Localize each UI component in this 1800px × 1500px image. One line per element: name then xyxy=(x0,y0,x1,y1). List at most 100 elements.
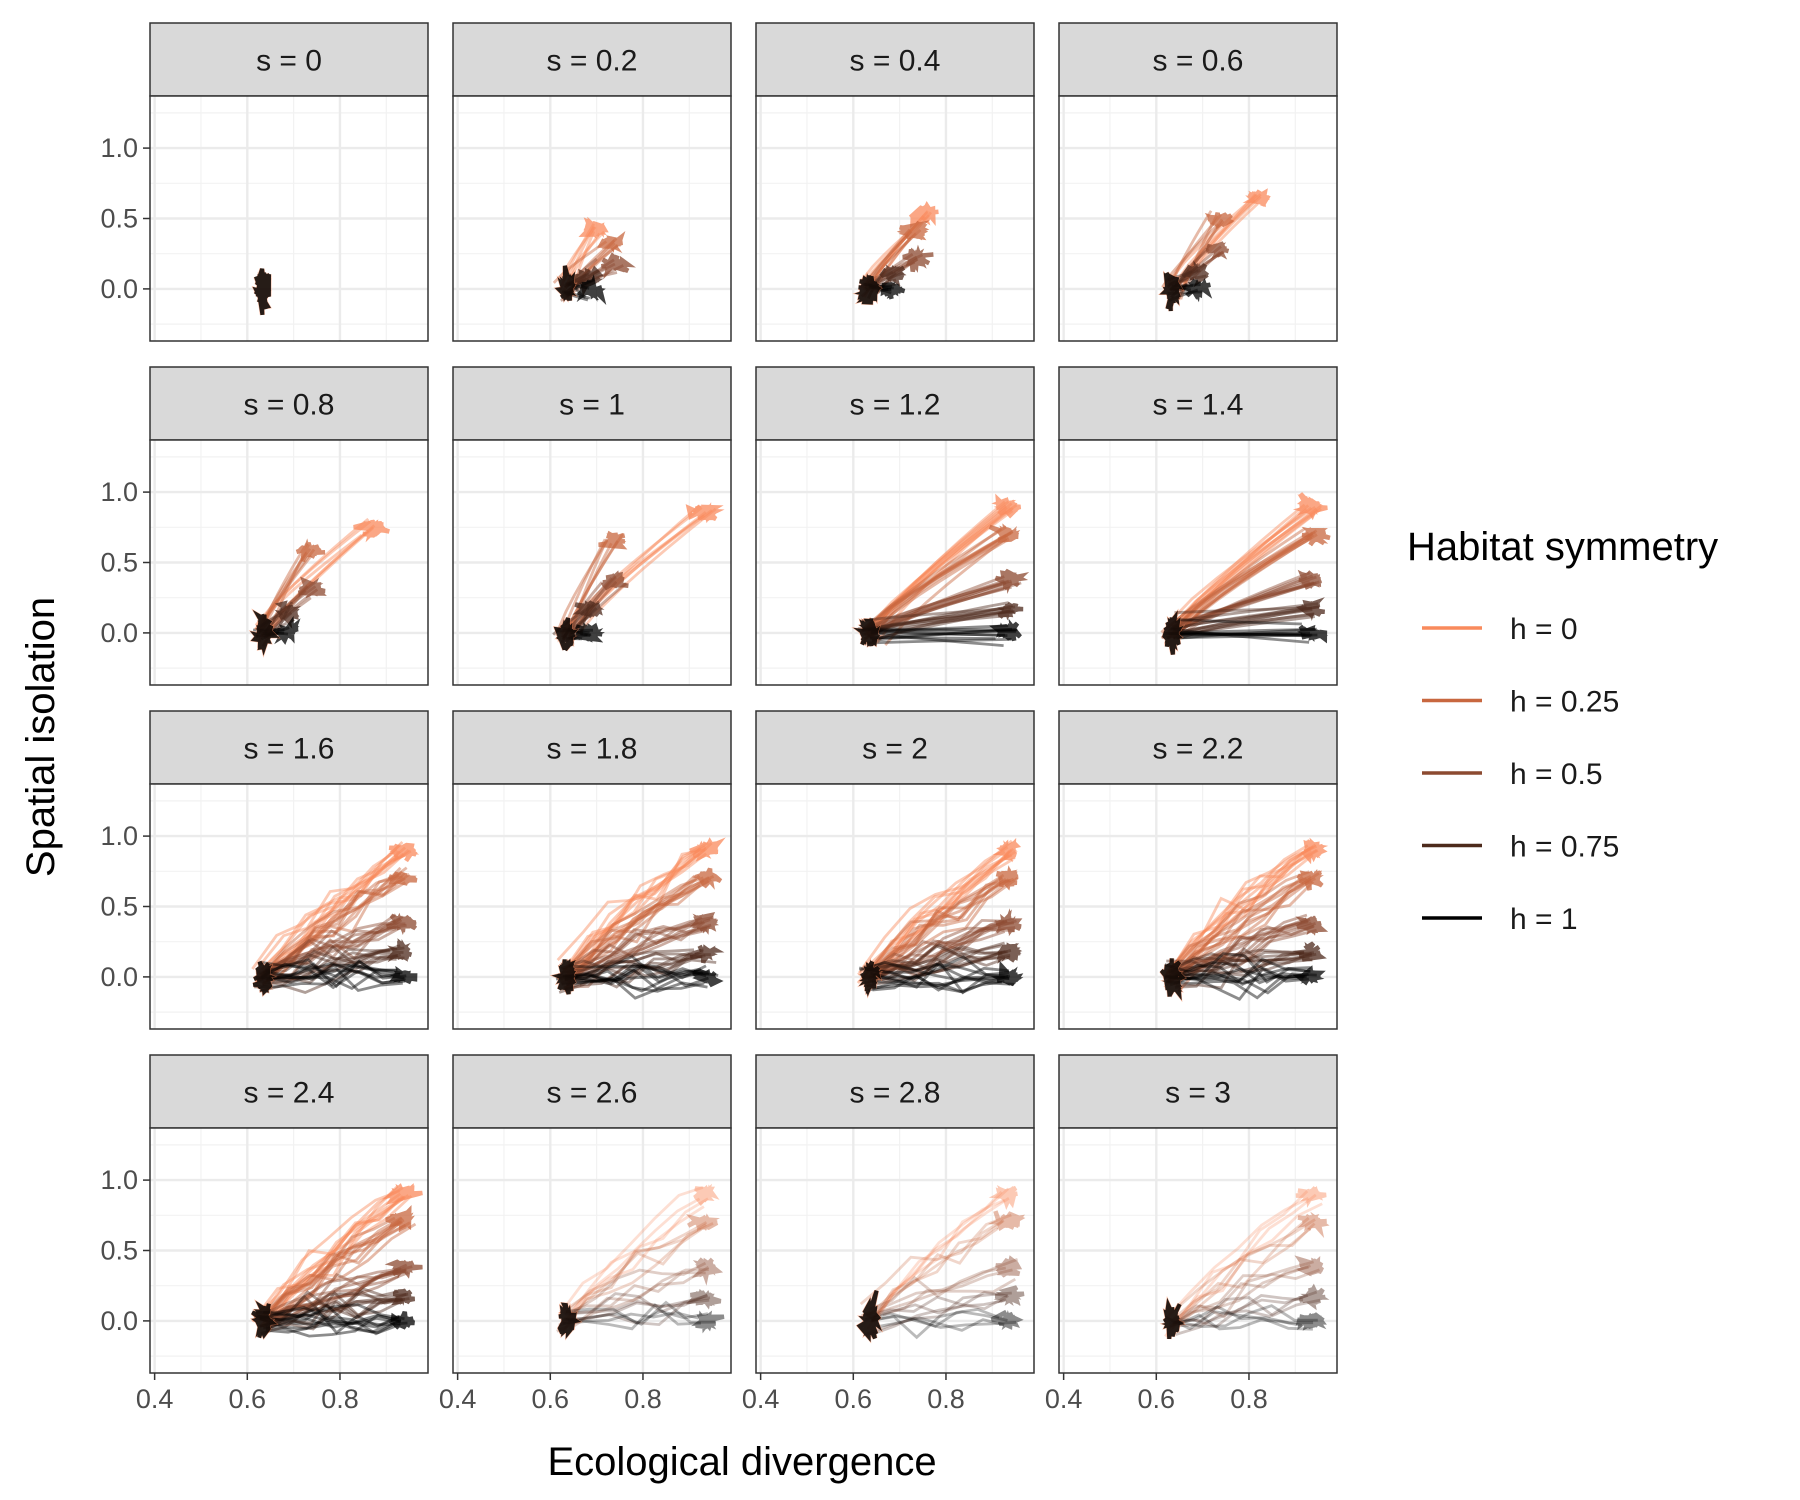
panel-data xyxy=(251,268,272,316)
panel-grid xyxy=(1059,784,1337,1029)
y-tick-label: 0.0 xyxy=(100,1306,138,1336)
trajectory-line xyxy=(558,1298,710,1327)
trajectory-line xyxy=(265,877,406,971)
y-tick-label: 1.0 xyxy=(100,477,138,507)
trajectory-line xyxy=(868,877,1007,971)
trajectory-line xyxy=(861,1268,1013,1317)
trajectory-line xyxy=(590,954,706,984)
end-cluster xyxy=(391,1288,416,1306)
trajectory-line xyxy=(261,958,403,987)
trajectory-line xyxy=(256,915,404,982)
end-cluster xyxy=(1295,1185,1327,1208)
end-cluster xyxy=(598,530,628,550)
panel-data xyxy=(851,493,1030,648)
strip-background xyxy=(149,366,429,441)
trajectory-line xyxy=(251,849,399,970)
trajectory-line xyxy=(867,506,1012,637)
end-cluster xyxy=(1296,869,1324,891)
end-cluster xyxy=(689,912,719,935)
strip-background xyxy=(755,22,1035,97)
end-cluster xyxy=(693,1183,720,1207)
trajectory-line xyxy=(555,954,709,981)
end-cluster xyxy=(996,942,1023,964)
end-cluster xyxy=(1204,212,1235,230)
end-cluster xyxy=(1300,837,1329,865)
panel-data xyxy=(251,841,420,998)
trajectory-line xyxy=(1167,922,1317,984)
trajectory-line xyxy=(263,947,390,977)
trajectory-line xyxy=(1170,509,1319,628)
trajectory-line xyxy=(1178,1304,1318,1329)
trajectory-line xyxy=(1176,605,1307,637)
trajectory-line xyxy=(567,876,704,985)
trajectory-line xyxy=(875,853,1010,977)
trajectory-line xyxy=(563,877,698,992)
end-cluster xyxy=(388,1310,415,1330)
trajectory-line xyxy=(563,852,701,983)
trajectory-line xyxy=(1174,602,1319,624)
trajectory-line xyxy=(882,1277,1016,1316)
trajectory-line xyxy=(261,962,401,981)
trajectory-line xyxy=(1176,609,1304,630)
trajectory-line xyxy=(563,845,707,990)
end-cluster xyxy=(1296,624,1329,644)
trajectory-line xyxy=(1172,506,1313,629)
trajectory-line xyxy=(268,1197,401,1313)
end-cluster xyxy=(1297,1211,1330,1239)
trajectory-line xyxy=(263,1220,404,1316)
trajectory-line xyxy=(268,959,405,989)
strip-background xyxy=(1058,710,1338,785)
trajectory-line xyxy=(261,875,403,986)
panel-border xyxy=(452,95,732,342)
trajectory-line xyxy=(1178,631,1311,638)
trajectory-line xyxy=(872,955,1010,980)
trajectory-line xyxy=(872,210,929,284)
panel-data xyxy=(856,837,1024,999)
strip-background xyxy=(755,1054,1035,1129)
facet-panel: s = 2.8 0.4 0.6 0.8 xyxy=(742,1054,1035,1414)
trajectory-line xyxy=(1174,845,1314,970)
trajectory-line xyxy=(1166,505,1316,626)
start-cluster xyxy=(249,609,280,656)
trajectory-line xyxy=(869,1187,1010,1332)
strip-label: s = 0.8 xyxy=(244,389,335,422)
trajectory-line xyxy=(867,943,1011,970)
start-cluster xyxy=(858,959,882,997)
x-tick-label: 0.6 xyxy=(532,1384,570,1414)
trajectory-line xyxy=(261,955,405,981)
trajectory-line xyxy=(259,1315,400,1336)
end-cluster xyxy=(988,1184,1018,1211)
trajectory-line xyxy=(1180,975,1306,985)
trajectory-line xyxy=(875,873,1005,979)
panels-layer: s = 0 0.0 0.5 1.0 s = 0.2 s = 0.4 s = 0.6 s = 0… xyxy=(100,22,1338,1414)
end-cluster xyxy=(1301,526,1331,547)
trajectory-line xyxy=(274,1306,400,1335)
end-cluster xyxy=(994,568,1030,595)
panel-data xyxy=(1160,492,1331,655)
trajectory-line xyxy=(864,1311,1017,1329)
end-cluster xyxy=(572,600,605,619)
end-cluster xyxy=(384,1259,423,1279)
strip-background xyxy=(149,1054,429,1129)
trajectory-line xyxy=(560,538,607,638)
trajectory-line xyxy=(1164,961,1308,985)
trajectory-line xyxy=(561,1222,714,1325)
trajectory-line xyxy=(867,610,1015,637)
panel-border xyxy=(755,1127,1035,1374)
trajectory-line xyxy=(862,930,1006,980)
trajectory-line xyxy=(872,1197,1010,1320)
trajectory-line xyxy=(866,579,1012,630)
trajectory-line xyxy=(867,974,1011,994)
trajectory-line xyxy=(260,1289,410,1335)
trajectory-line xyxy=(878,581,1022,633)
x-tick-label: 0.4 xyxy=(1045,1384,1083,1414)
trajectory-line xyxy=(266,872,402,982)
facet-panel: s = 0.8 0.0 0.5 1.0 xyxy=(100,366,429,686)
strip-background xyxy=(755,710,1035,785)
trajectory-line xyxy=(1169,613,1315,635)
trajectory-line xyxy=(1171,536,1313,640)
end-cluster xyxy=(570,622,605,643)
trajectory-line xyxy=(255,852,405,976)
legend-label: h = 1 xyxy=(1510,903,1578,936)
trajectory-line xyxy=(1170,1216,1310,1323)
